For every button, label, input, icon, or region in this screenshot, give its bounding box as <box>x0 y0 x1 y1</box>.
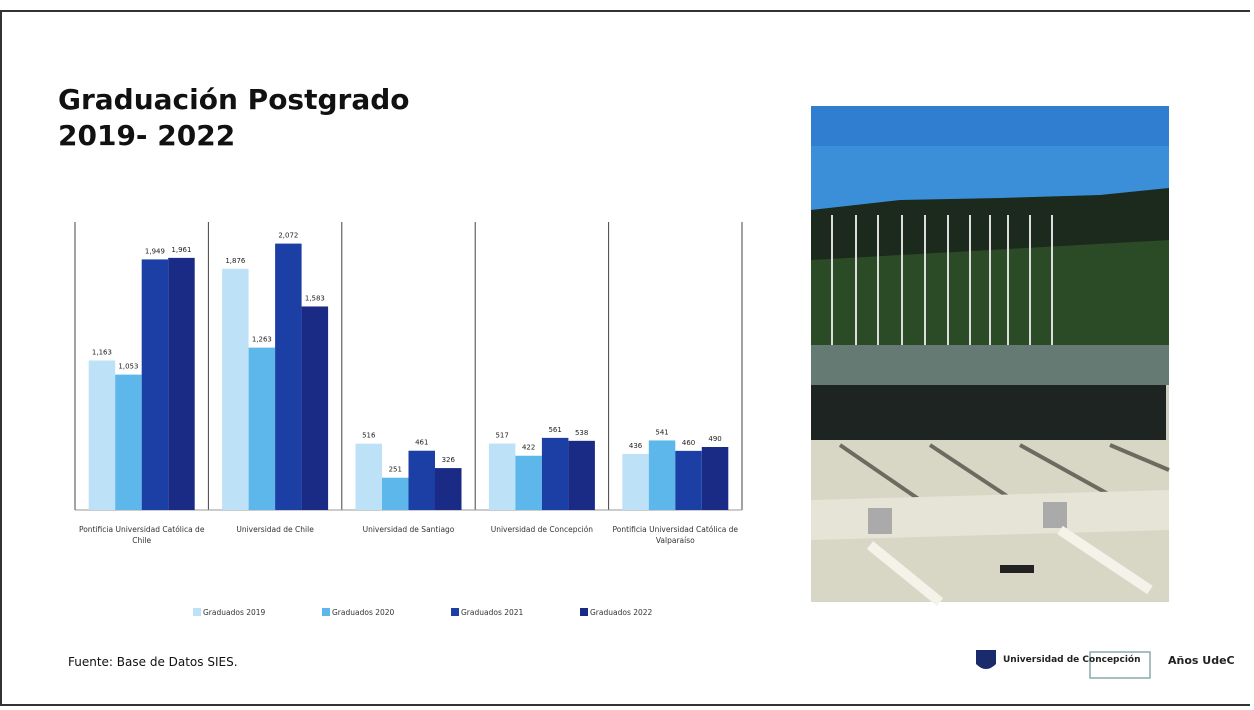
data-label: 326 <box>442 456 456 464</box>
data-label: 1,961 <box>171 246 191 254</box>
data-label: 516 <box>362 432 376 440</box>
bar <box>382 477 409 510</box>
data-label: 490 <box>708 435 721 443</box>
x-tick-label: Universidad de Chile <box>236 525 314 534</box>
bar <box>301 306 329 510</box>
bar <box>541 437 569 510</box>
bar <box>168 257 195 510</box>
slide-frame <box>0 10 1250 706</box>
x-tick-label: Universidad de Santiago <box>362 525 455 534</box>
logo-text: Años UdeC <box>1168 654 1235 667</box>
legend-swatch <box>580 608 588 616</box>
legend-label: Graduados 2022 <box>590 608 653 617</box>
data-label: 436 <box>629 442 643 450</box>
data-label: 1,163 <box>92 348 112 356</box>
bar <box>515 455 542 510</box>
photo <box>811 106 1170 606</box>
legend-label: Graduados 2019 <box>203 608 266 617</box>
bar <box>115 374 142 510</box>
legend-label: Graduados 2020 <box>332 608 395 617</box>
source-note: Fuente: Base de Datos SIES. <box>68 655 238 669</box>
data-label: 1,053 <box>118 363 138 371</box>
data-label: 422 <box>522 444 535 452</box>
bar <box>275 243 302 510</box>
bar <box>248 347 276 510</box>
bar <box>568 440 595 510</box>
bar <box>701 447 729 510</box>
bar <box>675 450 702 510</box>
data-label: 1,949 <box>145 247 165 255</box>
bar <box>355 443 382 510</box>
x-tick-label: Pontificia Universidad Católica de Valpa… <box>612 525 739 545</box>
data-label: 1,583 <box>305 294 325 302</box>
bar <box>648 440 676 510</box>
x-tick-label: Pontificia Universidad Católica de Chile <box>78 525 205 545</box>
data-label: 2,072 <box>278 232 298 240</box>
logo-text: Universidad de Concepción <box>1003 655 1141 665</box>
data-label: 1,263 <box>252 336 272 344</box>
bar <box>88 360 116 510</box>
legend-label: Graduados 2021 <box>461 608 524 617</box>
legend-swatch <box>193 608 201 616</box>
x-tick-label: Universidad de Concepción <box>490 525 594 534</box>
data-label: 460 <box>682 439 695 447</box>
data-label: 541 <box>655 428 668 436</box>
data-label: 538 <box>575 429 588 437</box>
bar <box>408 450 435 510</box>
udec-logo <box>976 650 1151 679</box>
bar <box>141 259 169 510</box>
bar <box>222 268 249 510</box>
data-label: 1,876 <box>225 257 246 265</box>
data-label: 561 <box>548 426 561 434</box>
data-label: 251 <box>389 466 402 474</box>
bar <box>488 443 516 510</box>
data-label: 517 <box>495 432 508 440</box>
data-label: 461 <box>415 439 428 447</box>
legend-swatch <box>451 608 459 616</box>
slide-title: Graduación Postgrado 2019- 2022 <box>58 83 410 152</box>
bar <box>622 453 649 510</box>
bar <box>435 468 462 510</box>
legend-swatch <box>322 608 330 616</box>
